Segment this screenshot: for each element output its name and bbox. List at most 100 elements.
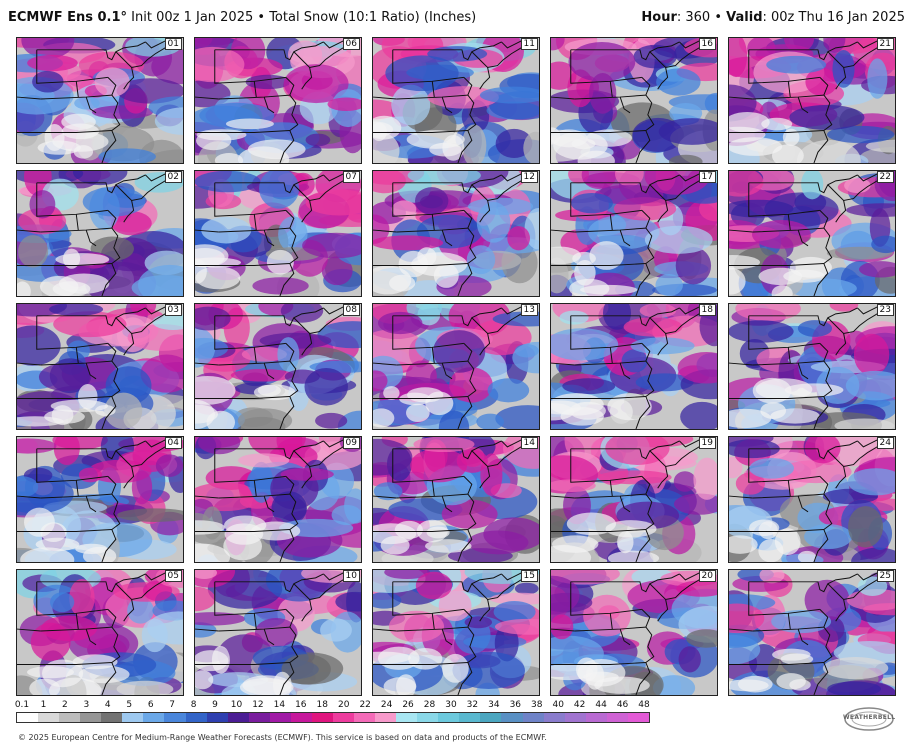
legend-tick-label: 8 (190, 700, 197, 710)
legend-tick-label: 1 (40, 700, 47, 710)
legend-tick-label: 30 (445, 700, 457, 710)
legend-swatch (396, 713, 418, 722)
legend-tick-label: 7 (169, 700, 175, 710)
legend-swatch (17, 713, 39, 722)
legend-swatch (564, 713, 586, 722)
legend-tick-label: 18 (316, 700, 328, 710)
legend-tick-label: 34 (488, 700, 500, 710)
valid-value: : 00z Thu 16 Jan 2025 (762, 10, 906, 25)
member-panel: 04 (16, 436, 184, 563)
member-panel: 23 (728, 303, 896, 430)
legend-tick-labels: 0.1 1 2 3 4 5 6 7 8 9 10 12 14 16 18 20 22 24 26 28 30 32 34 36… (14, 700, 656, 712)
legend-swatch (164, 713, 186, 722)
hour-value: : 360 (676, 10, 711, 25)
product-name: Total Snow (10:1 Ratio) (Inches) (269, 10, 477, 25)
member-number: 19 (698, 437, 716, 449)
member-panel: 17 (550, 170, 718, 297)
legend-swatch (438, 713, 460, 722)
member-panel: 09 (194, 436, 362, 563)
snowfall-map (17, 304, 183, 429)
member-number: 10 (342, 570, 360, 582)
legend-swatch (543, 713, 565, 722)
legend-swatch (459, 713, 481, 722)
member-panel: 11 (372, 37, 540, 164)
legend-tick-label: 24 (380, 700, 393, 710)
legend-swatch (38, 713, 60, 722)
member-number: 02 (164, 171, 182, 183)
member-number: 21 (876, 38, 894, 50)
legend-swatch (290, 713, 312, 722)
legend-swatch (206, 713, 228, 722)
member-number: 18 (698, 304, 716, 316)
legend-tick-label: 28 (423, 700, 436, 710)
snowfall-map (373, 38, 539, 163)
member-number: 16 (698, 38, 716, 50)
member-number: 09 (342, 437, 360, 449)
legend-tick-label: 3 (83, 700, 90, 710)
member-panel: 21 (728, 37, 896, 164)
legend-swatch (585, 713, 607, 722)
member-number: 20 (698, 570, 716, 582)
snowfall-map (17, 38, 183, 163)
legend-tick-label: 26 (402, 700, 414, 710)
snowfall-map (551, 437, 717, 562)
member-number: 05 (164, 570, 182, 582)
member-panel: 07 (194, 170, 362, 297)
member-number: 15 (520, 570, 538, 582)
member-panel: 02 (16, 170, 184, 297)
member-number: 23 (876, 304, 894, 316)
hour-label: Hour (641, 10, 677, 25)
member-number: 07 (342, 171, 360, 183)
header-separator-2: • (714, 10, 723, 25)
legend-swatch (248, 713, 270, 722)
snowfall-map (195, 570, 361, 695)
legend-swatch (59, 713, 81, 722)
member-panel: 03 (16, 303, 184, 430)
model-name: ECMWF Ens 0.1° (8, 10, 128, 25)
member-panel: 12 (372, 170, 540, 297)
member-panel: 20 (550, 569, 718, 696)
legend-tick-label: 4 (104, 700, 111, 710)
member-number: 12 (520, 171, 538, 183)
legend-tick-label: 2 (62, 700, 68, 710)
legend-swatch (627, 713, 649, 722)
member-panel: 06 (194, 37, 362, 164)
legend-tick-label: 6 (147, 700, 154, 710)
snowfall-map (195, 38, 361, 163)
member-number: 08 (342, 304, 360, 316)
copyright-footer: © 2025 European Centre for Medium-Range … (18, 733, 547, 742)
legend-swatch (227, 713, 249, 722)
snowfall-map (729, 437, 895, 562)
member-panel: 15 (372, 569, 540, 696)
legend-swatch (101, 713, 123, 722)
legend-tick-label: 10 (230, 700, 243, 710)
legend-tick-label: 20 (337, 700, 350, 710)
header-separator: • (257, 10, 266, 25)
legend-swatch (122, 713, 144, 722)
snowfall-map (17, 171, 183, 296)
member-panel: 22 (728, 170, 896, 297)
legend-tick-label: 0.1 (14, 700, 30, 710)
legend-tick-label: 9 (212, 700, 218, 710)
legend-color-bar (16, 712, 650, 723)
member-number: 06 (342, 38, 360, 50)
member-number: 04 (164, 437, 182, 449)
snowfall-map (373, 171, 539, 296)
legend-swatch (80, 713, 102, 722)
legend-swatch (185, 713, 207, 722)
legend-tick-label: 12 (252, 700, 264, 710)
member-panel: 14 (372, 436, 540, 563)
legend-tick-label: 36 (509, 700, 522, 710)
member-panel: 10 (194, 569, 362, 696)
legend-swatch (522, 713, 544, 722)
snowfall-map (17, 437, 183, 562)
member-panel: 16 (550, 37, 718, 164)
member-panel: 13 (372, 303, 540, 430)
member-number: 03 (164, 304, 182, 316)
legend-swatch (269, 713, 291, 722)
member-panel: 25 (728, 569, 896, 696)
header-left: ECMWF Ens 0.1° Init 00z 1 Jan 2025 • Tot… (8, 10, 476, 25)
color-legend: 0.1 1 2 3 4 5 6 7 8 9 10 12 14 16 18 20 22 24 26 28 30 32 34 36… (14, 700, 656, 730)
member-panel: 24 (728, 436, 896, 563)
member-panel: 19 (550, 436, 718, 563)
